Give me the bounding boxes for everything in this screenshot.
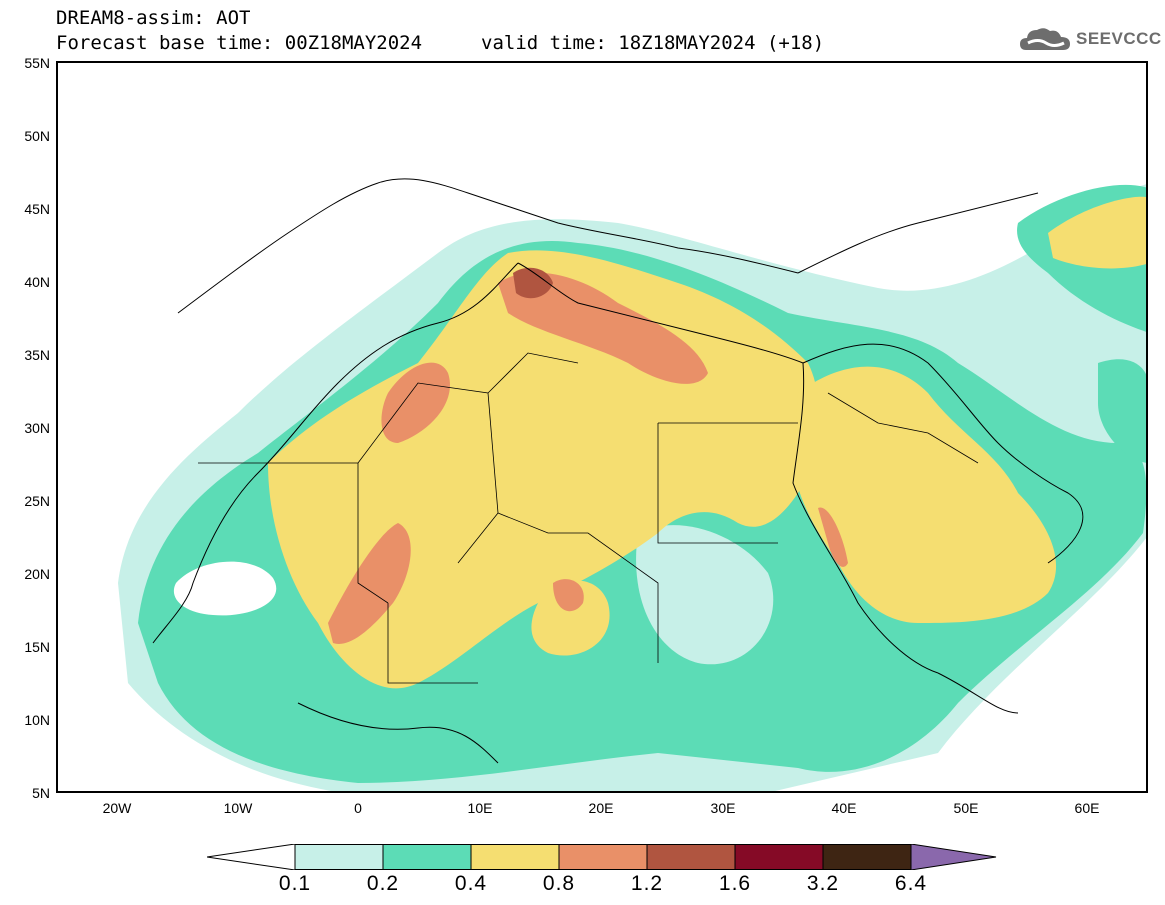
aot-band-0.1-sudan (636, 525, 774, 665)
lat-label: 40N (24, 274, 50, 290)
valid-time: valid time: 18Z18MAY2024 (+18) (481, 32, 825, 54)
colorbar-segment (822, 844, 912, 870)
colorbar-segment (734, 844, 824, 870)
aot-band-1.2-core (513, 267, 553, 299)
colorbar-label: 0.1 (278, 872, 312, 895)
lon-label: 60E (1074, 800, 1100, 816)
colorbar-label: 0.8 (542, 872, 576, 895)
aot-band-0.2-ne (1098, 359, 1146, 463)
colorbar-segment (558, 844, 648, 870)
lat-label: 50N (24, 128, 50, 144)
colorbar (207, 844, 997, 870)
aot-band-0.4-chad (531, 580, 610, 656)
lon-label: 30E (710, 800, 736, 816)
colorbar-label: 0.2 (366, 872, 400, 895)
map-title: DREAM8-assim: AOT (56, 7, 251, 29)
aot-band-0.8-algeria (381, 362, 450, 443)
aot-band-0.4-arabia (793, 366, 1057, 623)
colorbar-segment (470, 844, 560, 870)
lon-label: 0 (354, 800, 362, 816)
aot-band-0.8-sudan (553, 579, 584, 612)
lat-label: 30N (24, 420, 50, 436)
logo-text: SEEVCCC (1076, 29, 1162, 48)
cloud-icon (1020, 28, 1070, 50)
lon-label: 40E (831, 800, 857, 816)
colorbar-max-arrow (910, 844, 997, 870)
lat-label: 20N (24, 566, 50, 582)
lat-label: 15N (24, 639, 50, 655)
lat-label: 35N (24, 347, 50, 363)
seevccc-logo: SEEVCCC (1018, 22, 1161, 58)
colorbar-label: 3.2 (806, 872, 840, 895)
lat-label: 55N (24, 55, 50, 71)
colorbar-segment (646, 844, 736, 870)
aot-band-0.8-libya (498, 272, 708, 384)
forecast-base-time: Forecast base time: 00Z18MAY2024 (56, 32, 423, 54)
colorbar-label: 1.2 (630, 872, 664, 895)
lat-label: 5N (32, 785, 50, 801)
lat-label: 10N (24, 712, 50, 728)
colorbar-min-arrow (207, 844, 296, 870)
colorbar-segment (382, 844, 472, 870)
coastlines (152, 178, 1084, 764)
clear-pocket-west (173, 561, 277, 616)
lon-label: 10E (467, 800, 493, 816)
aot-band-0.8-mali (328, 523, 411, 644)
aot-map (118, 178, 1146, 791)
lon-label: 10W (223, 800, 253, 816)
colorbar-label: 0.4 (454, 872, 488, 895)
lon-label: 20E (588, 800, 614, 816)
lat-label: 45N (24, 201, 50, 217)
colorbar-label: 1.6 (718, 872, 752, 895)
map-area[interactable] (56, 61, 1148, 793)
colorbar-label: 6.4 (894, 872, 928, 895)
lat-label: 25N (24, 493, 50, 509)
country-borders (198, 352, 979, 684)
lon-label: 50E (953, 800, 979, 816)
colorbar-segment (294, 844, 384, 870)
aot-band-0.8-redsea (818, 507, 848, 567)
lon-label: 20W (102, 800, 132, 816)
aot-band-0.4-caspian (1048, 196, 1146, 269)
